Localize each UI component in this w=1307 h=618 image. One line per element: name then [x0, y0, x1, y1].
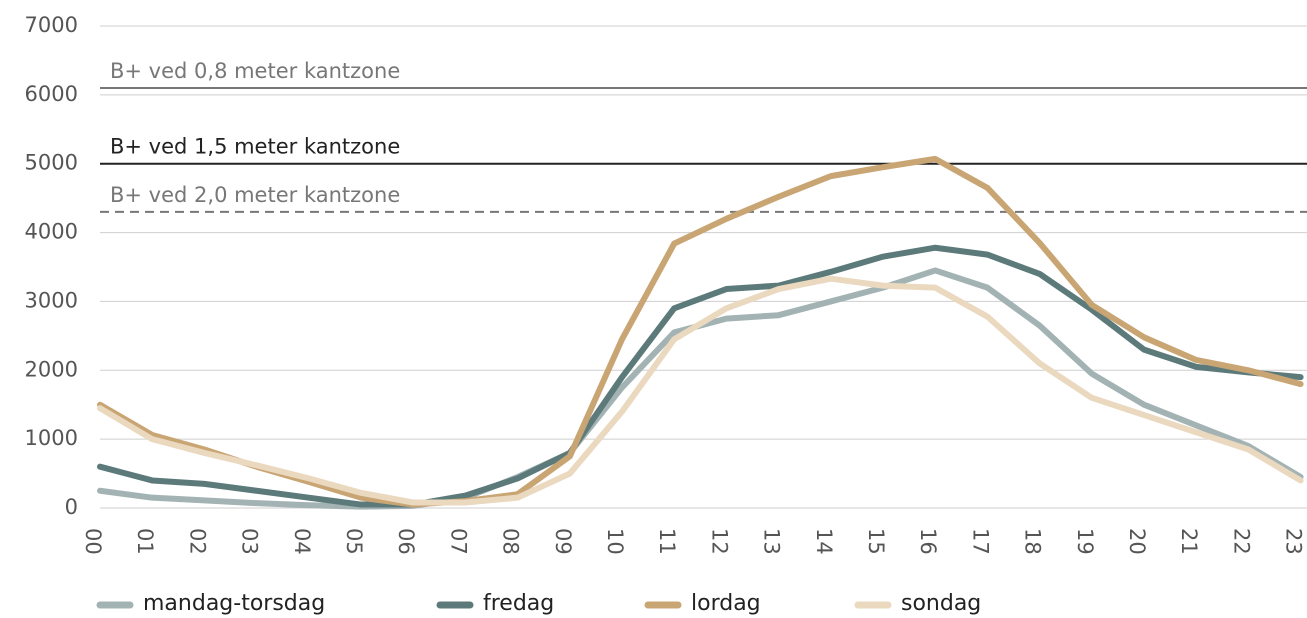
x-tick-label: 03	[238, 528, 262, 555]
x-tick-label: 21	[1177, 528, 1201, 555]
x-tick-label: 08	[499, 528, 523, 555]
x-tick-label: 04	[290, 528, 314, 555]
x-tick-label: 06	[394, 528, 418, 555]
y-tick-label: 5000	[25, 151, 78, 175]
x-tick-label: 17	[968, 528, 992, 555]
x-tick-label: 23	[1282, 528, 1306, 555]
x-tick-label: 05	[342, 528, 366, 555]
y-tick-label: 0	[65, 495, 78, 519]
reference-label: B+ ved 2,0 meter kantzone	[110, 183, 400, 207]
x-tick-label: 14	[812, 528, 836, 555]
x-tick-label: 20	[1125, 528, 1149, 555]
x-tick-label: 12	[707, 528, 731, 555]
x-tick-label: 15	[864, 528, 888, 555]
x-tick-label: 00	[81, 528, 105, 555]
y-tick-label: 6000	[25, 82, 78, 106]
x-tick-label: 02	[185, 528, 209, 555]
x-tick-label: 11	[655, 528, 679, 555]
x-tick-label: 01	[133, 528, 157, 555]
series-line	[97, 244, 1304, 508]
x-tick-label: 22	[1229, 528, 1253, 555]
legend-label: fredag	[483, 591, 554, 616]
legend-label: sondag	[901, 591, 981, 616]
x-tick-label: 16	[916, 528, 940, 555]
x-tick-label: 07	[446, 528, 470, 555]
y-tick-label: 3000	[25, 288, 78, 312]
x-tick-label: 18	[1021, 528, 1045, 555]
y-tick-label: 4000	[25, 220, 78, 244]
series-line	[97, 275, 1304, 506]
reference-label: B+ ved 0,8 meter kantzone	[110, 59, 400, 83]
y-tick-label: 7000	[25, 13, 78, 37]
y-tick-label: 2000	[25, 357, 78, 381]
x-tick-label: 10	[603, 528, 627, 555]
series-line	[97, 155, 1304, 508]
x-tick-label: 19	[1073, 528, 1097, 555]
y-tick-label: 1000	[25, 426, 78, 450]
legend-label: lordag	[691, 591, 761, 616]
reference-label: B+ ved 1,5 meter kantzone	[110, 135, 400, 159]
x-tick-label: 13	[760, 528, 784, 555]
legend-label: mandag-torsdag	[143, 591, 325, 616]
x-tick-label: 09	[551, 528, 575, 555]
